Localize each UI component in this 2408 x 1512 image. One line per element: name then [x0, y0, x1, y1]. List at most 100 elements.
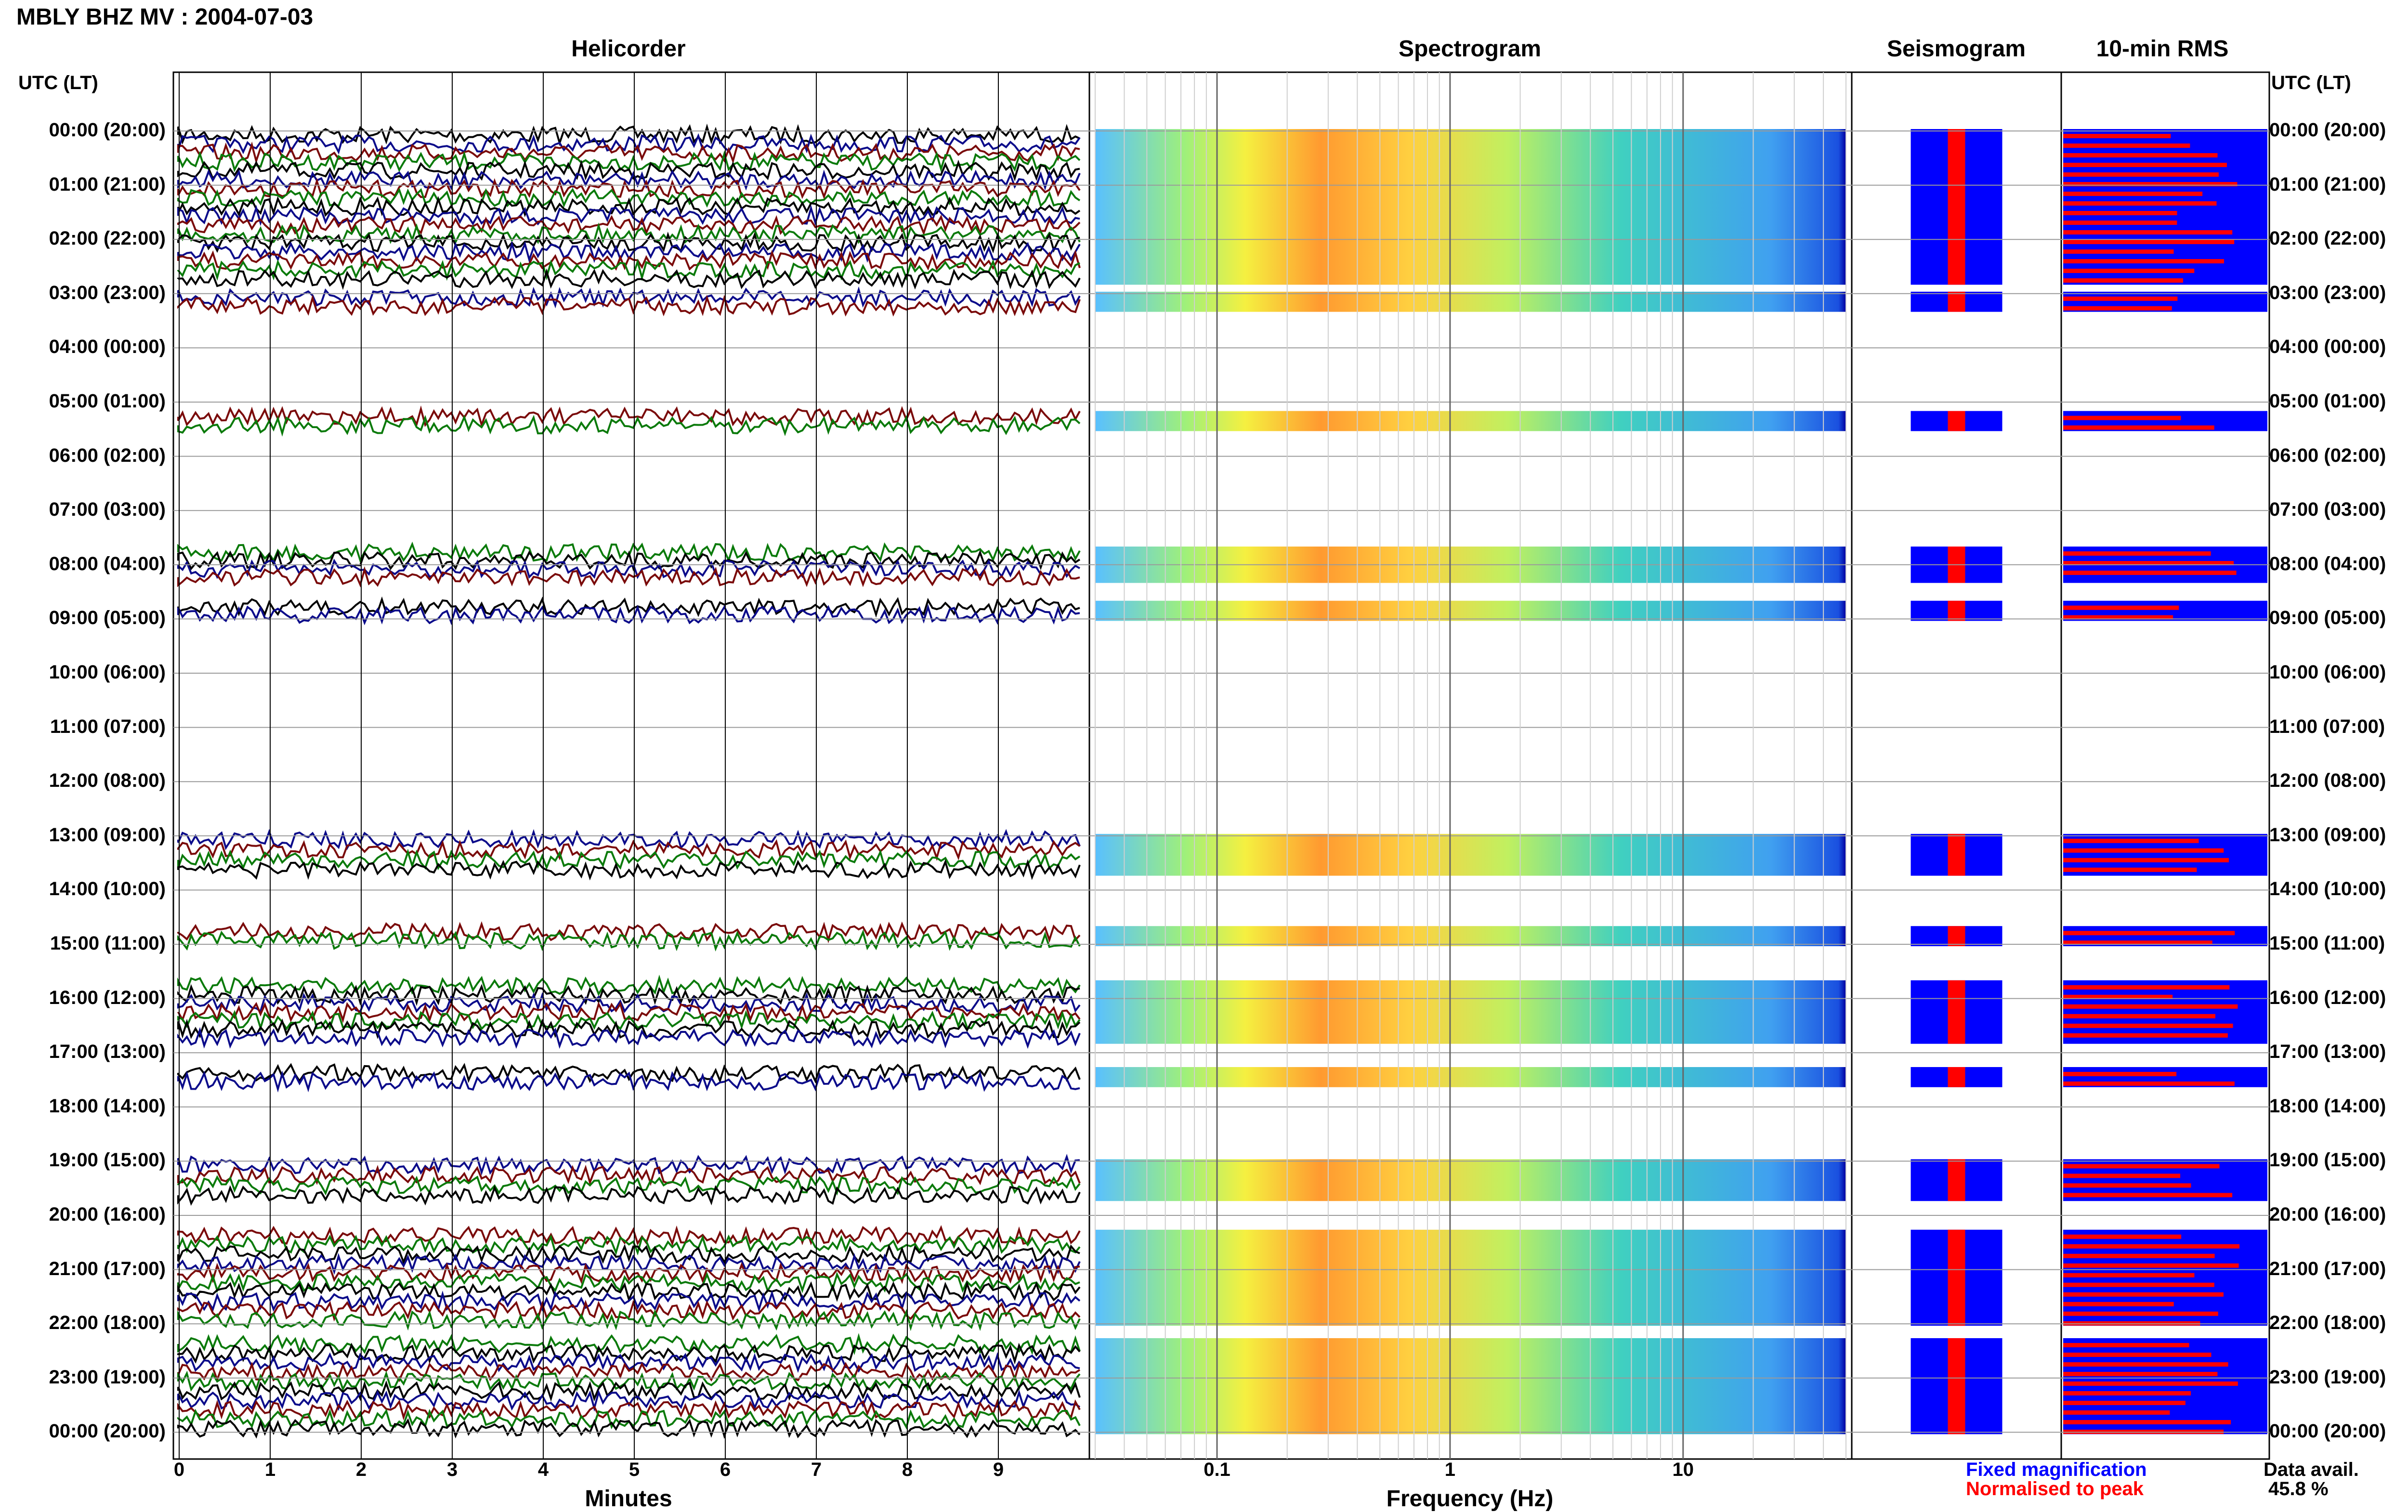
time-label-left: 22:00 (18:00) [49, 1312, 166, 1334]
spectrogram-block [1095, 980, 1846, 1044]
time-label-left: 18:00 (14:00) [49, 1095, 166, 1117]
time-label-right: 11:00 (07:00) [2269, 716, 2385, 737]
seismogram-title: Seismogram [1886, 36, 2026, 62]
helicorder-trace [177, 268, 1081, 290]
spectrogram-block [1095, 291, 1846, 312]
helicorder-trace [177, 1389, 1081, 1412]
rms-fixed [2063, 980, 2267, 1044]
helicorder-trace [177, 549, 1081, 572]
rms-bar [2063, 182, 2238, 186]
helicorder-trace [177, 196, 1081, 218]
rms-bar [2063, 1371, 2218, 1376]
rms-bar [2063, 269, 2195, 273]
helicorder-trace [177, 1018, 1081, 1040]
seismogram-normalised [1948, 600, 1965, 621]
rms-bar [2063, 605, 2179, 610]
rms-bar [2063, 1173, 2181, 1178]
time-label-right: 01:00 (21:00) [2269, 173, 2386, 195]
rms-bar [2063, 1014, 2215, 1018]
helicorder-trace [177, 929, 1081, 952]
rms-bar [2063, 848, 2224, 853]
rms-bar [2063, 306, 2172, 311]
rms-bar [2063, 1004, 2238, 1009]
rms-bar [2063, 931, 2235, 936]
rms-bar [2063, 211, 2177, 215]
spectrogram-block [1095, 1067, 1846, 1087]
helicorder-trace [177, 1370, 1081, 1392]
helicorder-trace [177, 294, 1081, 317]
rms-bar [2063, 1410, 2170, 1415]
helicorder-trace [177, 1164, 1081, 1186]
rms-bar [2063, 230, 2233, 235]
rms-bar [2063, 1183, 2191, 1188]
time-label-right: 17:00 (13:00) [2269, 1041, 2386, 1063]
time-label-left: 03:00 (23:00) [49, 282, 166, 303]
seismogram-normalised [1948, 834, 1965, 876]
time-label-right: 00:00 (20:00) [2269, 1421, 2386, 1442]
helicorder-trace [177, 1185, 1081, 1206]
time-label-left: 00:00 (20:00) [49, 1421, 166, 1442]
helicorder-trace [177, 566, 1080, 588]
rms-bar [2063, 985, 2230, 990]
rms-bar [2063, 551, 2211, 556]
rms-fixed [2063, 1338, 2267, 1434]
rms-bar [2063, 416, 2181, 420]
time-label-right: 14:00 (10:00) [2269, 878, 2386, 900]
time-label-left: 01:00 (21:00) [49, 173, 166, 195]
rms-bar [2063, 1081, 2235, 1086]
rms-bar [2063, 571, 2237, 575]
time-label-right: 15:00 (11:00) [2269, 933, 2385, 954]
rms-bar [2063, 192, 2203, 196]
rms-title: 10-min RMS [2096, 36, 2229, 62]
helicorder-trace [177, 214, 1081, 236]
helicorder-trace [177, 1408, 1081, 1430]
legend-normalised: Normalised to peak [1966, 1478, 2144, 1499]
right-axis-label: UTC (LT) [2271, 72, 2351, 93]
helicorder-trace [177, 992, 1081, 1014]
seismogram-normalised [1948, 1229, 1965, 1326]
helicorder-trace [177, 921, 1081, 944]
time-label-right: 23:00 (19:00) [2269, 1366, 2386, 1388]
time-label-left: 00:00 (20:00) [49, 119, 166, 141]
seismogram-normalised [1948, 291, 1965, 312]
rms-bar [2063, 994, 2173, 999]
helicorder-trace [177, 1280, 1081, 1303]
time-label-right: 03:00 (23:00) [2269, 282, 2386, 303]
time-label-right: 13:00 (09:00) [2269, 824, 2386, 846]
rms-bar [2063, 240, 2235, 244]
helicorder-trace [177, 1290, 1081, 1313]
spectrogram-title: Spectrogram [1398, 36, 1542, 62]
time-label-right: 09:00 (05:00) [2269, 607, 2386, 629]
rms-fixed [2063, 1229, 2267, 1326]
time-label-right: 16:00 (12:00) [2269, 987, 2386, 1008]
helicorder-trace [177, 1070, 1080, 1093]
helicorder-trace [177, 839, 1081, 861]
frequency-tick-label: 1 [1444, 1459, 1456, 1480]
time-label-right: 21:00 (17:00) [2269, 1258, 2386, 1279]
helicorder-trace [177, 1272, 1080, 1293]
time-label-left: 02:00 (22:00) [49, 228, 166, 249]
helicorder-trace [177, 1253, 1081, 1275]
helicorder-trace [177, 1234, 1081, 1256]
rms-bar [2063, 1391, 2191, 1395]
helicorder-trace [177, 604, 1080, 626]
minute-tick-label: 6 [720, 1459, 731, 1480]
time-label-right: 22:00 (18:00) [2269, 1312, 2386, 1334]
time-label-left: 16:00 (12:00) [49, 987, 166, 1008]
data-avail-value: 45.8 % [2268, 1478, 2329, 1499]
time-label-left: 14:00 (10:00) [49, 878, 166, 900]
legend-fixed: Fixed magnification [1966, 1459, 2147, 1480]
seismogram-normalised [1948, 1067, 1965, 1087]
time-label-right: 08:00 (04:00) [2269, 553, 2386, 574]
rms-bar [2063, 1164, 2220, 1169]
time-label-left: 10:00 (06:00) [49, 662, 166, 683]
minute-tick-label: 0 [173, 1459, 185, 1480]
minute-tick-label: 5 [628, 1459, 640, 1480]
seismogram-normalised [1948, 129, 1965, 285]
helicorder-trace [177, 829, 1081, 850]
helicorder-trace [177, 559, 1080, 579]
helicorder-trace [177, 1309, 1081, 1331]
rms-bar [2063, 1282, 2214, 1287]
time-label-left: 17:00 (13:00) [49, 1041, 166, 1063]
